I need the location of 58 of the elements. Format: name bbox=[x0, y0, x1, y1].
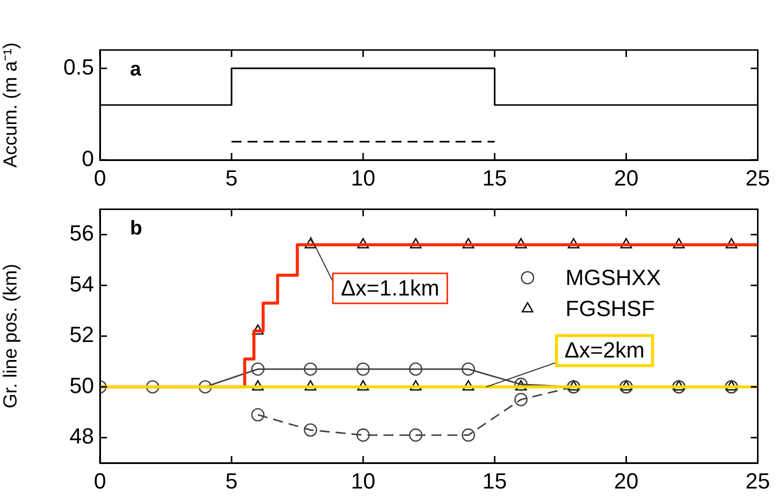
point bbox=[568, 238, 580, 248]
point bbox=[515, 238, 527, 248]
annotation: a bbox=[130, 58, 142, 81]
legend-label: FGSHSF bbox=[566, 296, 655, 321]
x-tick-label: 10 bbox=[350, 468, 376, 494]
point bbox=[410, 380, 422, 391]
y-axis-title: Accum. (m a⁻¹) bbox=[0, 42, 22, 168]
point bbox=[304, 423, 318, 437]
point bbox=[462, 362, 475, 376]
point bbox=[304, 238, 316, 248]
x-tick-label: 25 bbox=[746, 165, 770, 190]
x-tick-label: 25 bbox=[746, 468, 770, 494]
point bbox=[251, 362, 265, 376]
y-tick-label: 0 bbox=[82, 146, 94, 172]
point bbox=[568, 380, 580, 391]
point bbox=[304, 380, 316, 391]
point bbox=[409, 362, 422, 376]
x-tick-label: 5 bbox=[225, 165, 238, 190]
point bbox=[146, 380, 160, 394]
x-tick-label: 15 bbox=[482, 165, 507, 190]
point bbox=[462, 238, 474, 248]
point bbox=[672, 238, 685, 248]
point bbox=[356, 428, 370, 442]
y-axis-title: Gr. line pos. (km) bbox=[0, 264, 22, 408]
point bbox=[726, 380, 738, 391]
point bbox=[357, 238, 369, 248]
x-tick-label: 10 bbox=[350, 165, 376, 190]
point bbox=[515, 380, 527, 391]
x-tick-label: 20 bbox=[614, 468, 638, 494]
point bbox=[462, 380, 474, 391]
y-tick-label: 0.5 bbox=[63, 54, 94, 80]
point bbox=[251, 408, 265, 422]
x-tick-label: 5 bbox=[225, 468, 238, 494]
series-label: Δx=1.1km bbox=[340, 275, 440, 300]
point bbox=[410, 238, 422, 248]
point bbox=[304, 362, 318, 376]
point bbox=[252, 380, 264, 391]
y-tick-label: 50 bbox=[70, 372, 94, 398]
point bbox=[620, 238, 632, 248]
y-tick-label: 48 bbox=[70, 424, 94, 449]
series-label: Δx=2km bbox=[564, 338, 645, 363]
point bbox=[462, 428, 475, 442]
y-tick-label: 54 bbox=[70, 271, 94, 296]
y-tick-label: 56 bbox=[70, 220, 94, 246]
point bbox=[672, 380, 685, 391]
point bbox=[620, 380, 632, 391]
x-tick-label: 15 bbox=[482, 468, 507, 494]
point bbox=[198, 380, 212, 394]
point bbox=[514, 392, 528, 406]
x-tick-label: 20 bbox=[614, 165, 638, 190]
point bbox=[409, 428, 422, 442]
point bbox=[252, 324, 264, 335]
legend-label: MGSHXX bbox=[566, 264, 662, 290]
point bbox=[726, 238, 738, 248]
annotation: b bbox=[130, 218, 142, 240]
point bbox=[357, 380, 369, 391]
y-tick-label: 52 bbox=[70, 322, 94, 348]
point bbox=[356, 362, 370, 376]
